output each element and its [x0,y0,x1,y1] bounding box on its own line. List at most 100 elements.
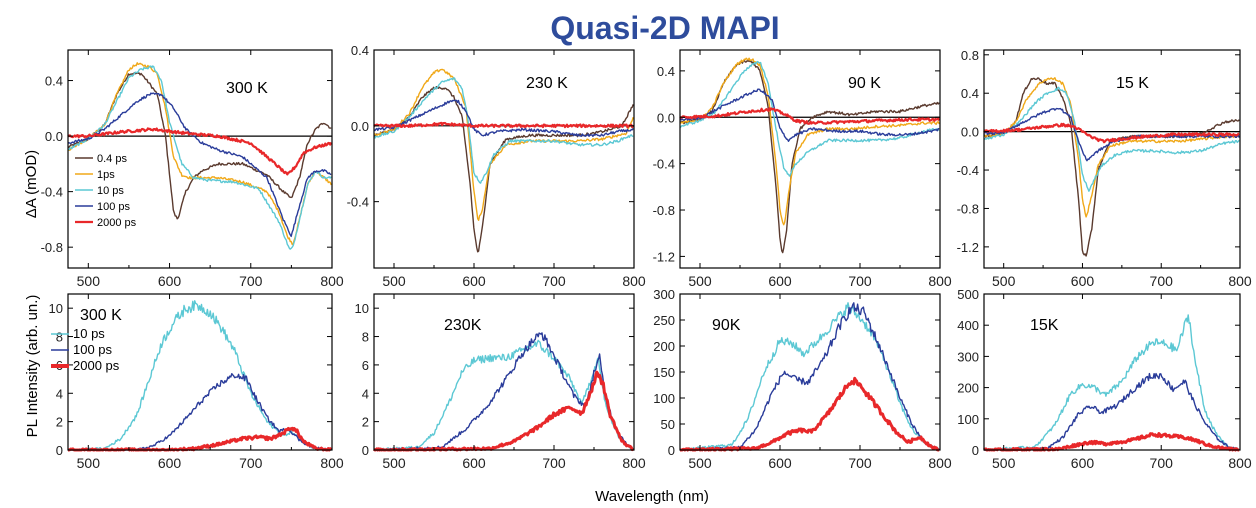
y-tick-label: -0.4 [41,185,63,200]
y-tick-label: 0 [362,443,369,458]
x-tick-label: 600 [768,455,792,471]
x-tick-label: 600 [768,273,792,289]
series-line [373,332,634,451]
series-line [373,85,634,253]
x-tick-label: 600 [462,273,486,289]
series-line [983,86,1240,192]
series-line [679,60,940,254]
x-tick-label: 600 [158,455,182,471]
y-tick-label: 0.4 [45,74,63,89]
y-tick-label: 50 [661,417,675,432]
x-tick-label: 500 [382,273,406,289]
series-line [679,107,941,125]
legend-entry: 2000 ps [73,358,120,373]
panel-label: 230K [444,317,482,334]
x-tick-label: 700 [1150,455,1174,471]
y-tick-label: 400 [957,318,979,333]
legend-entry: 0.4 ps [97,153,127,165]
x-tick-label: 800 [622,455,646,471]
panel-label: 90K [712,317,741,334]
plot-frame [373,49,635,269]
x-tick-label: 800 [320,273,344,289]
x-tick-label: 700 [542,455,566,471]
top-row-y-axis-label: ΔA (mOD) [23,150,40,218]
y-tick-label: 8 [362,330,369,345]
legend-entry: 100 ps [73,342,113,357]
series-line [679,376,940,452]
y-tick-label: 500 [957,287,979,302]
y-tick-label: -0.4 [653,157,675,172]
series-line [67,92,332,238]
x-tick-label: 700 [848,273,872,289]
y-tick-label: 300 [957,349,979,364]
x-tick-label: 800 [1228,455,1252,471]
x-tick-label: 500 [992,273,1016,289]
series-line [680,57,940,226]
series-line [67,127,333,176]
panel-label: 15 K [1116,75,1149,92]
series-line [984,372,1240,451]
y-tick-label: 2 [56,415,63,430]
y-tick-label: -1.2 [957,240,979,255]
x-tick-label: 600 [1071,273,1095,289]
legend-entry: 2000 ps [97,217,137,229]
plot-frame [983,49,1241,269]
x-tick-label: 800 [1228,273,1252,289]
plot-frame [373,293,635,451]
series-line [983,122,1240,144]
y-tick-label: 100 [653,391,675,406]
chart-panel: 500 600 700 800 -1.2 -0.8 -0.4 0.0 0.4 90 K [653,49,952,289]
panels-group: 500 600 700 800-0.8-0.40.00.4 300 K0.4 ps1ps… [41,43,1252,471]
y-tick-label: -1.2 [653,249,675,264]
legend-entry: 10 ps [97,185,124,197]
y-tick-label: 150 [653,365,675,380]
x-tick-label: 700 [848,455,872,471]
y-tick-label: 8 [56,330,63,345]
series-line [373,121,635,129]
x-tick-label: 500 [382,455,406,471]
y-tick-label: 10 [355,301,369,316]
x-tick-label: 800 [320,455,344,471]
x-tick-label: 700 [239,455,263,471]
panel-label: 90 K [848,75,881,92]
y-tick-label: -0.4 [347,195,369,210]
series-line [67,62,332,246]
legend-entry: 10 ps [73,326,105,341]
y-tick-label: 250 [653,313,675,328]
y-tick-label: 0.0 [351,119,369,134]
x-tick-label: 500 [77,455,101,471]
x-tick-label: 700 [1150,273,1174,289]
y-tick-label: 0 [668,443,675,458]
x-tick-label: 600 [158,273,182,289]
y-tick-label: 300 [653,287,675,302]
y-tick-label: 0.0 [961,125,979,140]
series-line [983,76,1240,218]
x-tick-label: 500 [688,455,712,471]
y-tick-label: 0 [56,443,63,458]
plot-frame [983,293,1241,451]
x-axis-label: Wavelength (nm) [595,488,709,505]
y-tick-label: -0.4 [957,163,979,178]
panel-label: 15K [1030,317,1059,334]
y-tick-label: 6 [362,358,369,373]
y-tick-label: 0.4 [961,86,979,101]
x-tick-label: 700 [239,273,263,289]
chart-panel: 500 600 700 800 0 2 4 6 8 10 230K [355,293,646,471]
series-line [67,426,333,452]
x-tick-label: 700 [542,273,566,289]
figure-title: Quasi-2D MAPI [550,10,779,46]
y-tick-label: 4 [362,386,369,401]
y-tick-label: 0.0 [657,110,675,125]
series-line [983,107,1240,162]
series-line [67,65,332,250]
y-tick-label: -0.8 [41,240,63,255]
series-line [679,88,940,143]
y-tick-label: 200 [653,339,675,354]
series-line [680,302,940,451]
series-line [679,60,940,177]
panel-label: 300 K [80,307,122,324]
y-tick-label: 100 [957,412,979,427]
x-tick-label: 600 [462,455,486,471]
panel-label: 230 K [526,75,568,92]
